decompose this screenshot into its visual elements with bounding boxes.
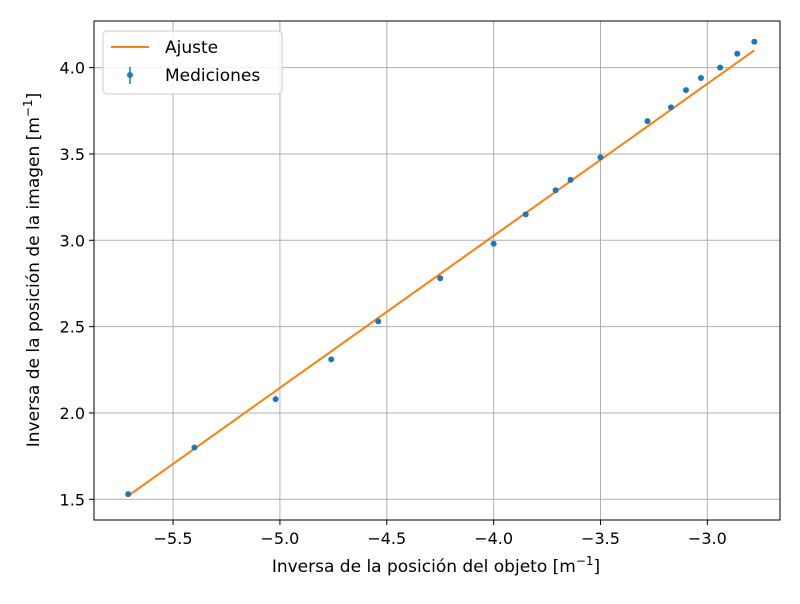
data-point xyxy=(644,118,651,125)
data-point xyxy=(717,64,724,71)
y-tick-label: 4.0 xyxy=(60,59,85,78)
data-point xyxy=(668,104,675,111)
data-point xyxy=(567,176,574,183)
data-point xyxy=(191,444,198,451)
data-point xyxy=(682,87,689,94)
data-point xyxy=(552,187,559,194)
data-point xyxy=(328,356,335,363)
y-axis-label-text: Inversa de la posición de la imagen xyxy=(24,146,44,448)
fit-line-layer xyxy=(127,49,755,497)
fit-line xyxy=(127,49,755,497)
x-tick-label: −3.5 xyxy=(581,529,620,548)
y-tick-label: 1.5 xyxy=(60,490,85,509)
data-point xyxy=(522,211,529,218)
legend: Ajuste Mediciones xyxy=(102,30,283,95)
y-axis-label: Inversa de la posición de la imagen [m−1… xyxy=(21,93,44,447)
y-tick-label: 3.0 xyxy=(60,231,85,250)
x-axis-label: Inversa de la posición del objeto [m−1] xyxy=(272,554,600,577)
points-layer xyxy=(125,38,758,498)
data-point xyxy=(597,154,604,161)
y-tick-label: 2.0 xyxy=(60,404,85,423)
y-tick-label: 2.5 xyxy=(60,318,85,337)
y-tick-label: 3.5 xyxy=(60,145,85,164)
legend-points-swatch xyxy=(127,72,133,78)
legend-points-label: Mediciones xyxy=(165,66,260,86)
y-axis-unit: m xyxy=(24,117,44,134)
plot-frame xyxy=(93,20,781,521)
y-axis-ticks: 1.5 2.0 2.5 3.0 3.5 4.0 xyxy=(60,59,94,509)
x-tick-label: −3.0 xyxy=(688,529,727,548)
data-point xyxy=(751,38,758,45)
x-tick-label: −4.0 xyxy=(474,529,513,548)
grid xyxy=(94,21,780,520)
legend-fit-label: Ajuste xyxy=(165,38,218,58)
x-tick-label: −4.5 xyxy=(367,529,406,548)
data-point xyxy=(437,275,444,282)
data-point xyxy=(697,74,704,81)
x-axis-unit-exponent: −1 xyxy=(576,554,594,568)
x-axis-unit: m xyxy=(559,557,576,577)
data-point xyxy=(490,240,497,247)
data-point xyxy=(125,491,132,498)
y-axis-unit-exponent: −1 xyxy=(21,99,35,117)
x-axis-label-text: Inversa de la posición del objeto xyxy=(272,557,547,577)
data-point xyxy=(272,396,279,403)
x-axis-ticks: −5.5 −5.0 −4.5 −4.0 −3.5 −3.0 xyxy=(154,520,727,548)
x-tick-label: −5.5 xyxy=(154,529,193,548)
data-point xyxy=(734,50,741,57)
data-point xyxy=(375,318,382,325)
x-tick-label: −5.0 xyxy=(260,529,299,548)
